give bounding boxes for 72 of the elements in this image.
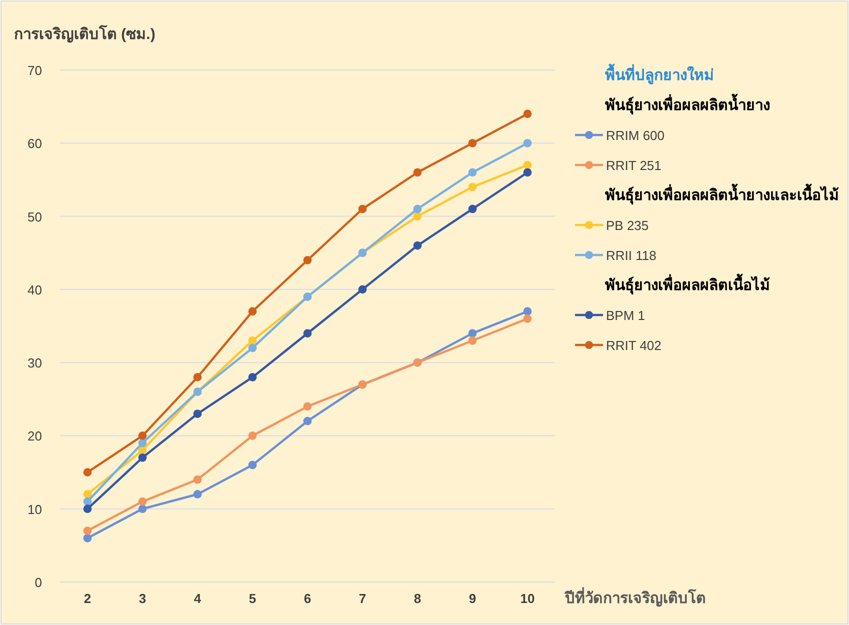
point (138, 438, 147, 448)
x-tick-label: 2 (84, 591, 92, 606)
point (193, 475, 202, 484)
point (413, 212, 422, 220)
legend-label: RRIT 251 (606, 158, 662, 173)
point (303, 416, 312, 426)
point (523, 168, 532, 177)
point (523, 138, 532, 148)
point (413, 241, 422, 250)
point (248, 432, 257, 440)
point (83, 490, 92, 498)
point (83, 497, 92, 506)
point (248, 336, 257, 345)
y-tick-label: 10 (28, 502, 42, 517)
legend-label: RRIM 600 (606, 128, 665, 143)
point (413, 168, 422, 177)
y-tick-label: 40 (28, 282, 42, 298)
point (138, 497, 147, 506)
point (303, 329, 312, 338)
x-tick-label: 3 (138, 591, 146, 606)
legend-label: BPM 1 (606, 308, 646, 323)
point (193, 373, 202, 382)
y-tick-label: 0 (34, 575, 42, 590)
y-tick-label: 50 (28, 209, 42, 224)
legend-label: PB 235 (606, 218, 649, 233)
point (523, 110, 532, 118)
point (303, 402, 312, 411)
x-tick-label: 5 (248, 591, 256, 606)
point (358, 285, 367, 294)
point (468, 336, 477, 345)
point (248, 373, 257, 382)
y-axis-title: การเจริญเติบโต (ซม.) (14, 24, 156, 43)
text: พันธุ์ยางเพื่อผลผลิตเนื้อไม้ (605, 273, 770, 295)
point (83, 504, 92, 514)
text: พันธุ์ยางเพื่อผลผลิตน้ำยาง (605, 93, 770, 115)
y-tick-label: 20 (28, 428, 42, 444)
point (83, 526, 92, 535)
point (468, 329, 477, 338)
point (193, 410, 202, 418)
legend-label: RRII 118 (606, 248, 656, 263)
x-tick-label: 4 (194, 591, 202, 606)
point (468, 168, 477, 177)
point (468, 138, 477, 148)
x-axis-title: ปีที่วัดการเจริญเติบโต (564, 587, 706, 607)
point (248, 344, 257, 352)
x-tick-label: 9 (468, 591, 476, 606)
point (193, 490, 202, 498)
legend-title: พื้นที่ปลูกยางใหม่ (605, 63, 714, 85)
x-tick-label: 8 (414, 591, 422, 606)
point (83, 468, 92, 476)
x-tick-label: 7 (358, 591, 366, 606)
y-tick-label: 70 (28, 63, 42, 78)
point (523, 160, 532, 170)
point (303, 256, 312, 264)
x-tick-label: 6 (304, 591, 312, 606)
y-tick-label: 30 (28, 356, 42, 371)
point (138, 504, 147, 514)
legend-label: RRIT 402 (606, 338, 662, 353)
point (468, 204, 477, 214)
point (413, 204, 422, 214)
point (138, 453, 147, 462)
point (138, 432, 147, 440)
point (83, 534, 92, 542)
text: พันธุ์ยางเพื่อผลผลิตน้ำยางและเนื้อไม้ (605, 183, 839, 205)
point (468, 182, 477, 192)
point (248, 460, 257, 470)
point (248, 307, 257, 316)
x-tick-label: 10 (520, 591, 535, 606)
point (358, 204, 367, 214)
y-tick-label: 60 (28, 136, 42, 152)
point (523, 314, 532, 323)
point (523, 307, 532, 316)
